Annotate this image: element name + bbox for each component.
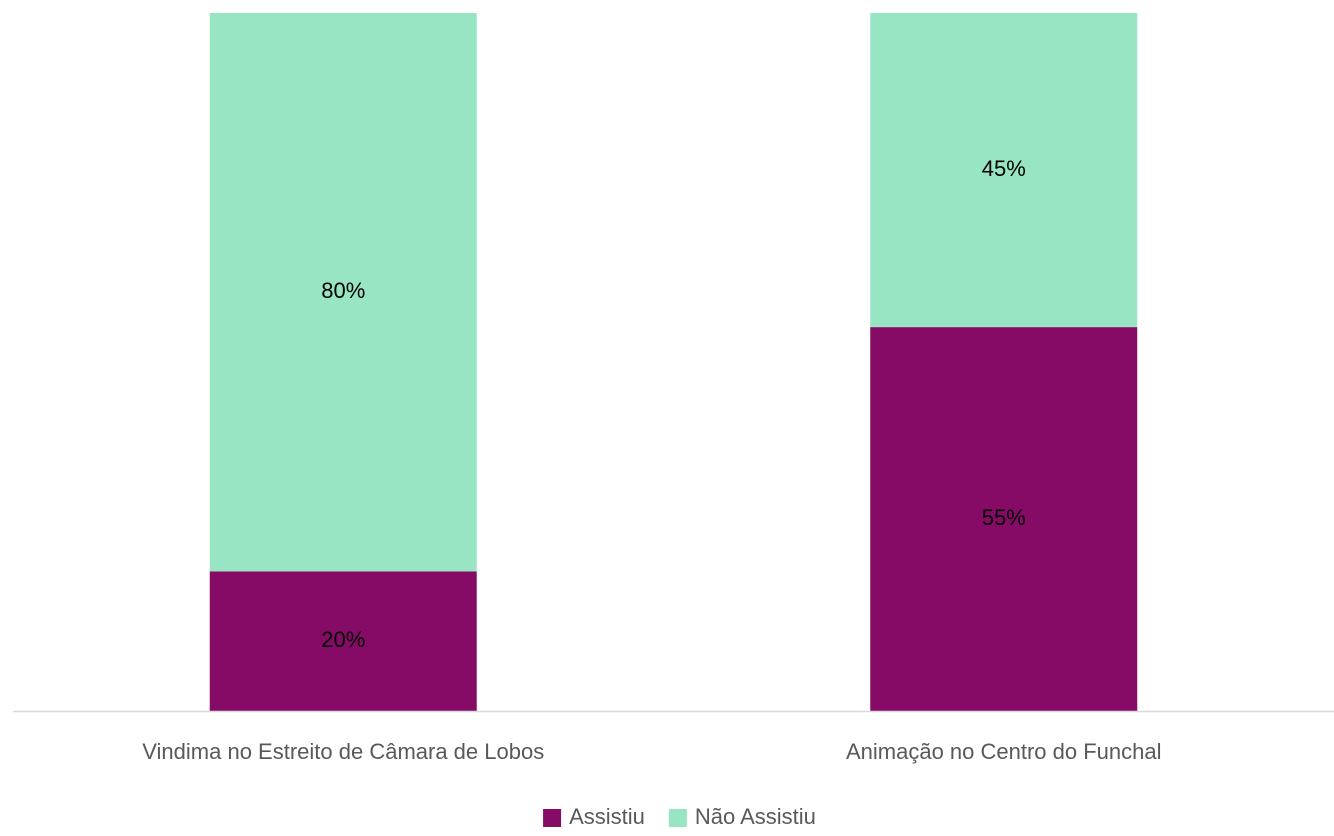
x-tick-label: Vindima no Estreito de Câmara de Lobos (142, 739, 544, 764)
bar-segment (870, 13, 1138, 328)
bar-segment (870, 327, 1138, 711)
data-label: 20% (321, 627, 365, 652)
legend-label: Assistiu (569, 804, 645, 829)
bar-segment (209, 571, 477, 711)
data-label: 80% (321, 278, 365, 303)
data-label: 45% (982, 156, 1026, 181)
data-label: 55% (982, 505, 1026, 530)
legend-label: Não Assistiu (695, 804, 816, 829)
legend-swatch (543, 809, 562, 827)
legend-swatch (668, 809, 687, 827)
bar-segment (209, 13, 477, 572)
x-tick-label: Animação no Centro do Funchal (846, 739, 1162, 764)
